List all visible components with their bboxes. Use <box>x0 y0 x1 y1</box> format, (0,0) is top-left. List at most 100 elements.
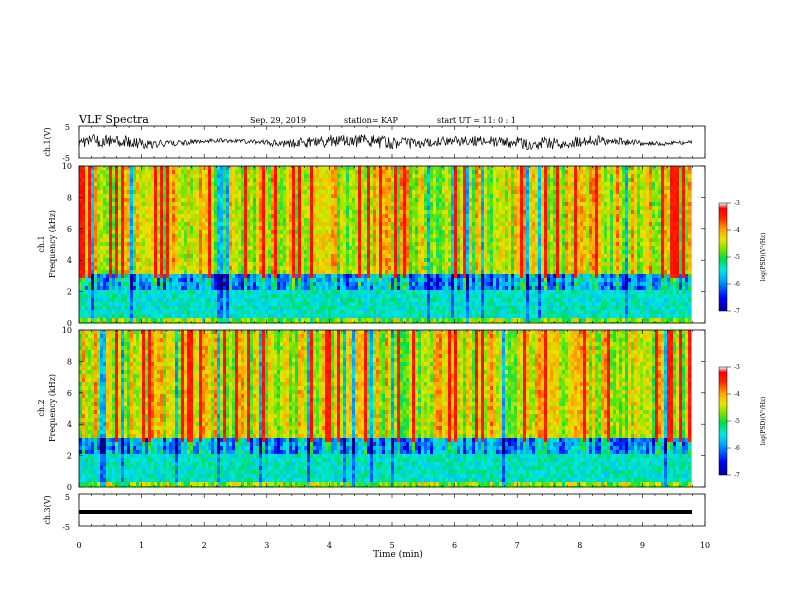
spectrogram-cell <box>238 234 242 239</box>
spectrogram-cell <box>292 314 296 319</box>
spectrogram-cell <box>187 194 191 199</box>
spectrogram-cell <box>334 246 338 251</box>
spectrogram-cell <box>166 290 170 295</box>
spectrogram-cell <box>307 226 311 231</box>
spectrogram-cell <box>154 170 158 175</box>
spectrogram-cell <box>406 314 410 319</box>
spectrogram-cell <box>436 250 440 255</box>
spectrogram-cell <box>370 170 374 175</box>
spectrogram-cell <box>298 270 302 275</box>
spectrogram-cell <box>94 246 98 251</box>
spectrogram-cell <box>325 306 329 311</box>
spectrogram-cell <box>118 182 122 187</box>
spectrogram-cell <box>232 314 236 319</box>
spectrogram-cell <box>229 238 233 243</box>
spectrogram-cell <box>175 314 179 319</box>
spectrogram-cell <box>142 278 146 283</box>
spectrogram-cell <box>328 290 332 295</box>
spectrogram-cell <box>169 286 173 291</box>
spectrogram-cell <box>433 218 437 223</box>
spectrogram-cell <box>421 202 425 207</box>
spectrogram-cell <box>148 186 152 191</box>
spectrogram-cell <box>358 294 362 299</box>
spectrogram-cell <box>391 170 395 175</box>
spectrogram-cell <box>352 174 356 179</box>
spectrogram-cell <box>244 302 248 307</box>
spectrogram-cell <box>253 246 257 251</box>
spectrogram-cell <box>271 214 275 219</box>
spectrogram-cell <box>94 286 98 291</box>
spectrogram-cell <box>184 206 188 211</box>
spectrogram-cell <box>400 242 404 247</box>
spectrogram-cell <box>223 246 227 251</box>
spectrogram-cell <box>319 206 323 211</box>
spectrogram-cell <box>127 234 131 239</box>
spectrogram-cell <box>376 206 380 211</box>
spectrogram-cell <box>166 226 170 231</box>
spectrogram-cell <box>121 258 125 263</box>
spectrogram-cell <box>298 178 302 183</box>
spectrogram-cell <box>151 238 155 243</box>
spectrogram-cell <box>385 318 389 323</box>
spectrogram-cell <box>106 194 110 199</box>
spectrogram-cell <box>133 230 137 235</box>
spectrogram-cell <box>397 190 401 195</box>
spectrogram-cell <box>226 282 230 287</box>
spectrogram-cell <box>136 222 140 227</box>
spectrogram-cell <box>406 250 410 255</box>
spectrogram-cell <box>277 238 281 243</box>
spectrogram-cell <box>148 182 152 187</box>
spectrogram-cell <box>379 262 383 267</box>
spectrogram-cell <box>115 266 119 271</box>
spectrogram-cell <box>430 294 434 299</box>
spectrogram-cell <box>97 206 101 211</box>
spectrogram-cell <box>124 230 128 235</box>
spectrogram-cell <box>334 282 338 287</box>
spectrogram-cell <box>181 230 185 235</box>
spectrogram-cell <box>124 310 128 315</box>
spectrogram-cell <box>142 186 146 191</box>
spectrogram-cell <box>406 246 410 251</box>
spectrogram-cell <box>376 242 380 247</box>
spectrogram-cell <box>259 226 263 231</box>
spectrogram-cell <box>88 230 92 235</box>
spectrogram-cell <box>115 314 119 319</box>
spectrogram-cell <box>322 166 326 171</box>
spectrogram-cell <box>253 194 257 199</box>
spectrogram-cell <box>235 226 239 231</box>
spectrogram-cell <box>238 310 242 315</box>
spectrogram-cell <box>415 294 419 299</box>
spectrogram-cell <box>325 290 329 295</box>
spectrogram-cell <box>247 254 251 259</box>
spectrogram-cell <box>127 302 131 307</box>
spectrogram-cell <box>283 214 287 219</box>
spectrogram-cell <box>316 278 320 283</box>
spectrogram-cell <box>334 250 338 255</box>
spectrogram-cell <box>196 278 200 283</box>
spectrogram-cell <box>112 250 116 255</box>
spectrogram-cell <box>340 234 344 239</box>
spectrogram-cell <box>298 186 302 191</box>
spectrogram-cell <box>88 274 92 279</box>
spectrogram-cell <box>361 270 365 275</box>
spectrogram-cell <box>307 250 311 255</box>
spectrogram-cell <box>160 254 164 259</box>
spectrogram-cell <box>304 222 308 227</box>
spectrogram-cell <box>157 226 161 231</box>
spectrogram-cell <box>172 270 176 275</box>
spectrogram-cell <box>229 222 233 227</box>
spectrogram-cell <box>253 242 257 247</box>
spectrogram-cell <box>409 278 413 283</box>
spectrogram-cell <box>160 178 164 183</box>
spectrogram-cell <box>361 242 365 247</box>
spectrogram-cell <box>190 194 194 199</box>
start-time-label: start UT = 11: 0 : 1 <box>437 116 516 125</box>
spectrogram-cell <box>199 166 203 171</box>
spectrogram-cell <box>184 194 188 199</box>
spectrogram-cell <box>277 214 281 219</box>
spectrogram-cell <box>82 206 86 211</box>
spectrogram-cell <box>175 282 179 287</box>
spectrogram-cell <box>97 282 101 287</box>
spectrogram-cell <box>352 170 356 175</box>
spectrogram-cell <box>151 306 155 311</box>
